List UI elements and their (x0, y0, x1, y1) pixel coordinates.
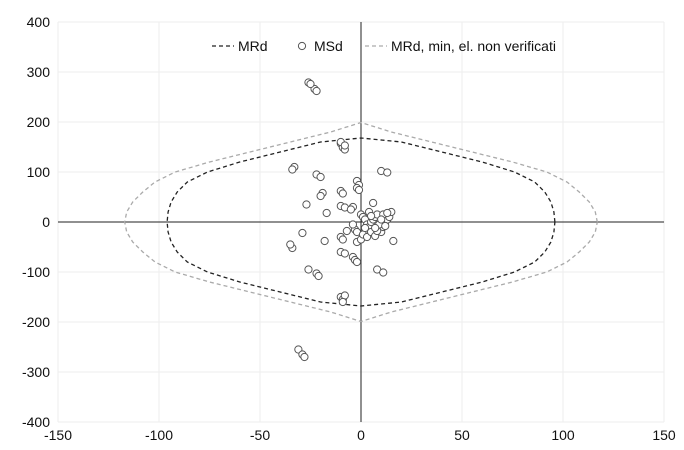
y-tick-label: 300 (27, 64, 51, 80)
msd-point (338, 189, 347, 198)
y-tick-label: -400 (22, 414, 50, 430)
msd-point (342, 226, 351, 236)
x-tick-label: 0 (357, 427, 365, 443)
x-tick-label: 150 (652, 427, 676, 443)
y-tick-label: -300 (22, 364, 50, 380)
msd-point (286, 240, 295, 249)
msd-point (348, 220, 358, 229)
msd-point (360, 223, 370, 233)
msd-point (302, 200, 311, 209)
msd-point (369, 198, 378, 208)
y-tick-label: 400 (27, 14, 51, 30)
msd-point (346, 205, 355, 214)
msd-point (322, 208, 331, 218)
msd-point (354, 185, 364, 195)
x-tick-label: -150 (44, 427, 72, 443)
msd-point (371, 223, 380, 233)
y-tick-label: 200 (27, 114, 51, 130)
msd-point (304, 265, 313, 274)
x-tick-label: 100 (551, 427, 575, 443)
msd-point (316, 172, 325, 182)
msd-point (383, 208, 392, 218)
legend-label-mrd-min: MRd, min, el. non verificati (391, 38, 556, 54)
y-tick-label: 100 (27, 164, 51, 180)
msd-point (381, 221, 390, 231)
msd-point (298, 228, 307, 238)
y-tick-label: 0 (42, 214, 50, 230)
legend-label-msd: MSd (314, 38, 343, 54)
msd-point (338, 235, 347, 244)
msd-point (379, 268, 388, 277)
msd-point (383, 168, 392, 177)
legend: MRd MSd MRd, min, el. non verificati (212, 38, 556, 54)
tick-labels: -150 -100 -50 0 50 100 150 400 300 200 100 0 -100 -20… (22, 14, 676, 443)
x-tick-label: 50 (454, 427, 470, 443)
msd-point (340, 141, 349, 150)
x-tick-label: -50 (250, 427, 270, 443)
msd-point (338, 297, 347, 307)
msd-point (312, 86, 321, 96)
msd-point (340, 249, 349, 258)
axes (58, 22, 664, 422)
legend-swatch-msd (297, 41, 307, 51)
y-tick-label: -100 (22, 264, 50, 280)
y-tick-label: -200 (22, 314, 50, 330)
legend-label-mrd: MRd (238, 38, 268, 54)
msd-point (300, 352, 309, 362)
x-tick-label: -100 (145, 427, 173, 443)
msd-point (314, 271, 323, 281)
msd-point (288, 165, 297, 174)
plot-area (124, 78, 598, 362)
msd-point (306, 79, 315, 89)
msd-point (377, 215, 386, 224)
msd-point (320, 236, 329, 246)
msd-point (367, 211, 376, 221)
mrd-min-envelope-line (124, 121, 598, 323)
msd-point (352, 257, 362, 267)
msd-point (389, 236, 398, 246)
msd-point (316, 191, 325, 201)
